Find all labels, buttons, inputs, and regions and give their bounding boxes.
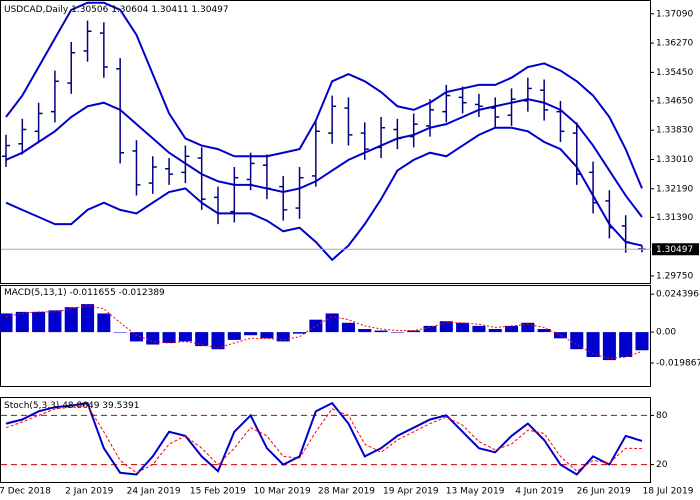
histogram-bar [505, 325, 519, 333]
histogram-bar [129, 332, 143, 342]
band-lower [5, 126, 643, 262]
histogram-bar [407, 330, 421, 333]
histogram-bar [146, 332, 160, 345]
x-tick-label: 26 Jun 2019 [577, 487, 631, 497]
histogram-bar [244, 332, 258, 336]
stoch-line [5, 405, 643, 474]
histogram-bar [0, 313, 13, 333]
k-value: 48.8649 [62, 401, 99, 411]
x-tick-label: 28 Mar 2019 [318, 487, 375, 497]
open-value: 1.30506 [71, 5, 108, 15]
histogram-bar [48, 310, 62, 333]
x-tick-label: 15 Feb 2019 [190, 487, 246, 497]
histogram-bar [309, 319, 323, 333]
band-upper [5, 1, 643, 189]
histogram-bar [439, 321, 453, 333]
histogram-bar [374, 330, 388, 333]
x-tick-label: 2 Jan 2019 [65, 487, 113, 497]
price-header: USDCAD,Daily 1.30506 1.30604 1.30411 1.3… [4, 5, 229, 15]
signal-value: -0.012389 [119, 288, 165, 298]
histogram-bar [423, 325, 437, 333]
symbol: USDCAD,Daily [4, 5, 69, 15]
d-value: 39.5391 [102, 401, 139, 411]
high-value: 1.30604 [111, 5, 148, 15]
y-tick-label: 0.00 [656, 328, 676, 338]
histogram-bar [488, 329, 502, 333]
histogram-bar [586, 332, 600, 357]
histogram-bar [260, 332, 274, 339]
stoch-panel [0, 397, 651, 483]
y-tick-label: 0.024396 [656, 290, 699, 300]
histogram-bar [635, 332, 649, 351]
y-tick-label: 80 [656, 411, 668, 421]
y-tick-label: 1.34650 [656, 96, 693, 106]
band-middle [5, 98, 643, 218]
histogram-bar [619, 332, 633, 357]
signal-line [5, 305, 643, 360]
histogram-bar [570, 332, 584, 350]
x-tick-label: 19 Apr 2019 [383, 487, 439, 497]
x-tick-label: 4 Jun 2019 [515, 487, 564, 497]
x-tick-label: 7 Dec 2018 [0, 487, 51, 497]
histogram-bar [472, 325, 486, 333]
histogram-bar [358, 329, 372, 333]
histogram-bar [81, 304, 95, 333]
y-tick-label: 1.33830 [656, 126, 693, 136]
histogram-bar [211, 332, 225, 350]
histogram-bar [32, 311, 46, 333]
histogram-bar [64, 307, 78, 333]
y-tick-label: 20 [656, 460, 668, 470]
macd-value: -0.011655 [70, 288, 116, 298]
histogram-bar [390, 332, 404, 333]
histogram-bar [602, 332, 616, 361]
y-tick-label: 1.33010 [656, 155, 693, 165]
histogram-bar [553, 332, 567, 339]
last-price-box [652, 243, 699, 256]
y-tick-label: 1.36270 [656, 39, 693, 49]
histogram-bar [521, 322, 535, 333]
histogram-bar [162, 332, 176, 343]
histogram-bar [113, 332, 127, 333]
histogram-bar [195, 332, 209, 347]
last-price-label: 1.30497 [656, 245, 693, 255]
y-tick-label: 1.35450 [656, 68, 693, 78]
close-value: 1.30497 [191, 5, 228, 15]
low-value: 1.30411 [151, 5, 188, 15]
histogram-bar [178, 332, 192, 342]
histogram-bar [97, 313, 111, 333]
histogram-bar [456, 322, 470, 333]
macd-header: MACD(5,13,1) -0.011655 -0.012389 [4, 288, 165, 298]
stoch-header: Stoch(5,3,3) 48.8649 39.5391 [4, 401, 140, 411]
histogram-bar [227, 332, 241, 340]
x-tick-label: 13 May 2019 [446, 487, 505, 497]
x-tick-label: 24 Jan 2019 [127, 487, 181, 497]
histogram-bar [325, 313, 339, 333]
histogram-bar [341, 322, 355, 333]
y-tick-label: 1.37090 [656, 9, 693, 19]
macd-title: MACD(5,13,1) [4, 288, 67, 298]
stoch-title: Stoch(5,3,3) [4, 401, 59, 411]
y-tick-label: 1.29750 [656, 271, 693, 281]
price-panel [0, 0, 651, 284]
histogram-bar [276, 332, 290, 342]
histogram-bar [293, 332, 307, 334]
x-tick-label: 18 Jul 2019 [643, 487, 694, 497]
y-tick-label: 1.31390 [656, 213, 693, 223]
x-tick-label: 10 Mar 2019 [254, 487, 311, 497]
y-tick-label: -0.019867 [656, 359, 700, 369]
y-tick-label: 1.32190 [656, 184, 693, 194]
histogram-bar [15, 311, 29, 333]
histogram-bar [537, 329, 551, 333]
macd-panel [0, 285, 651, 387]
